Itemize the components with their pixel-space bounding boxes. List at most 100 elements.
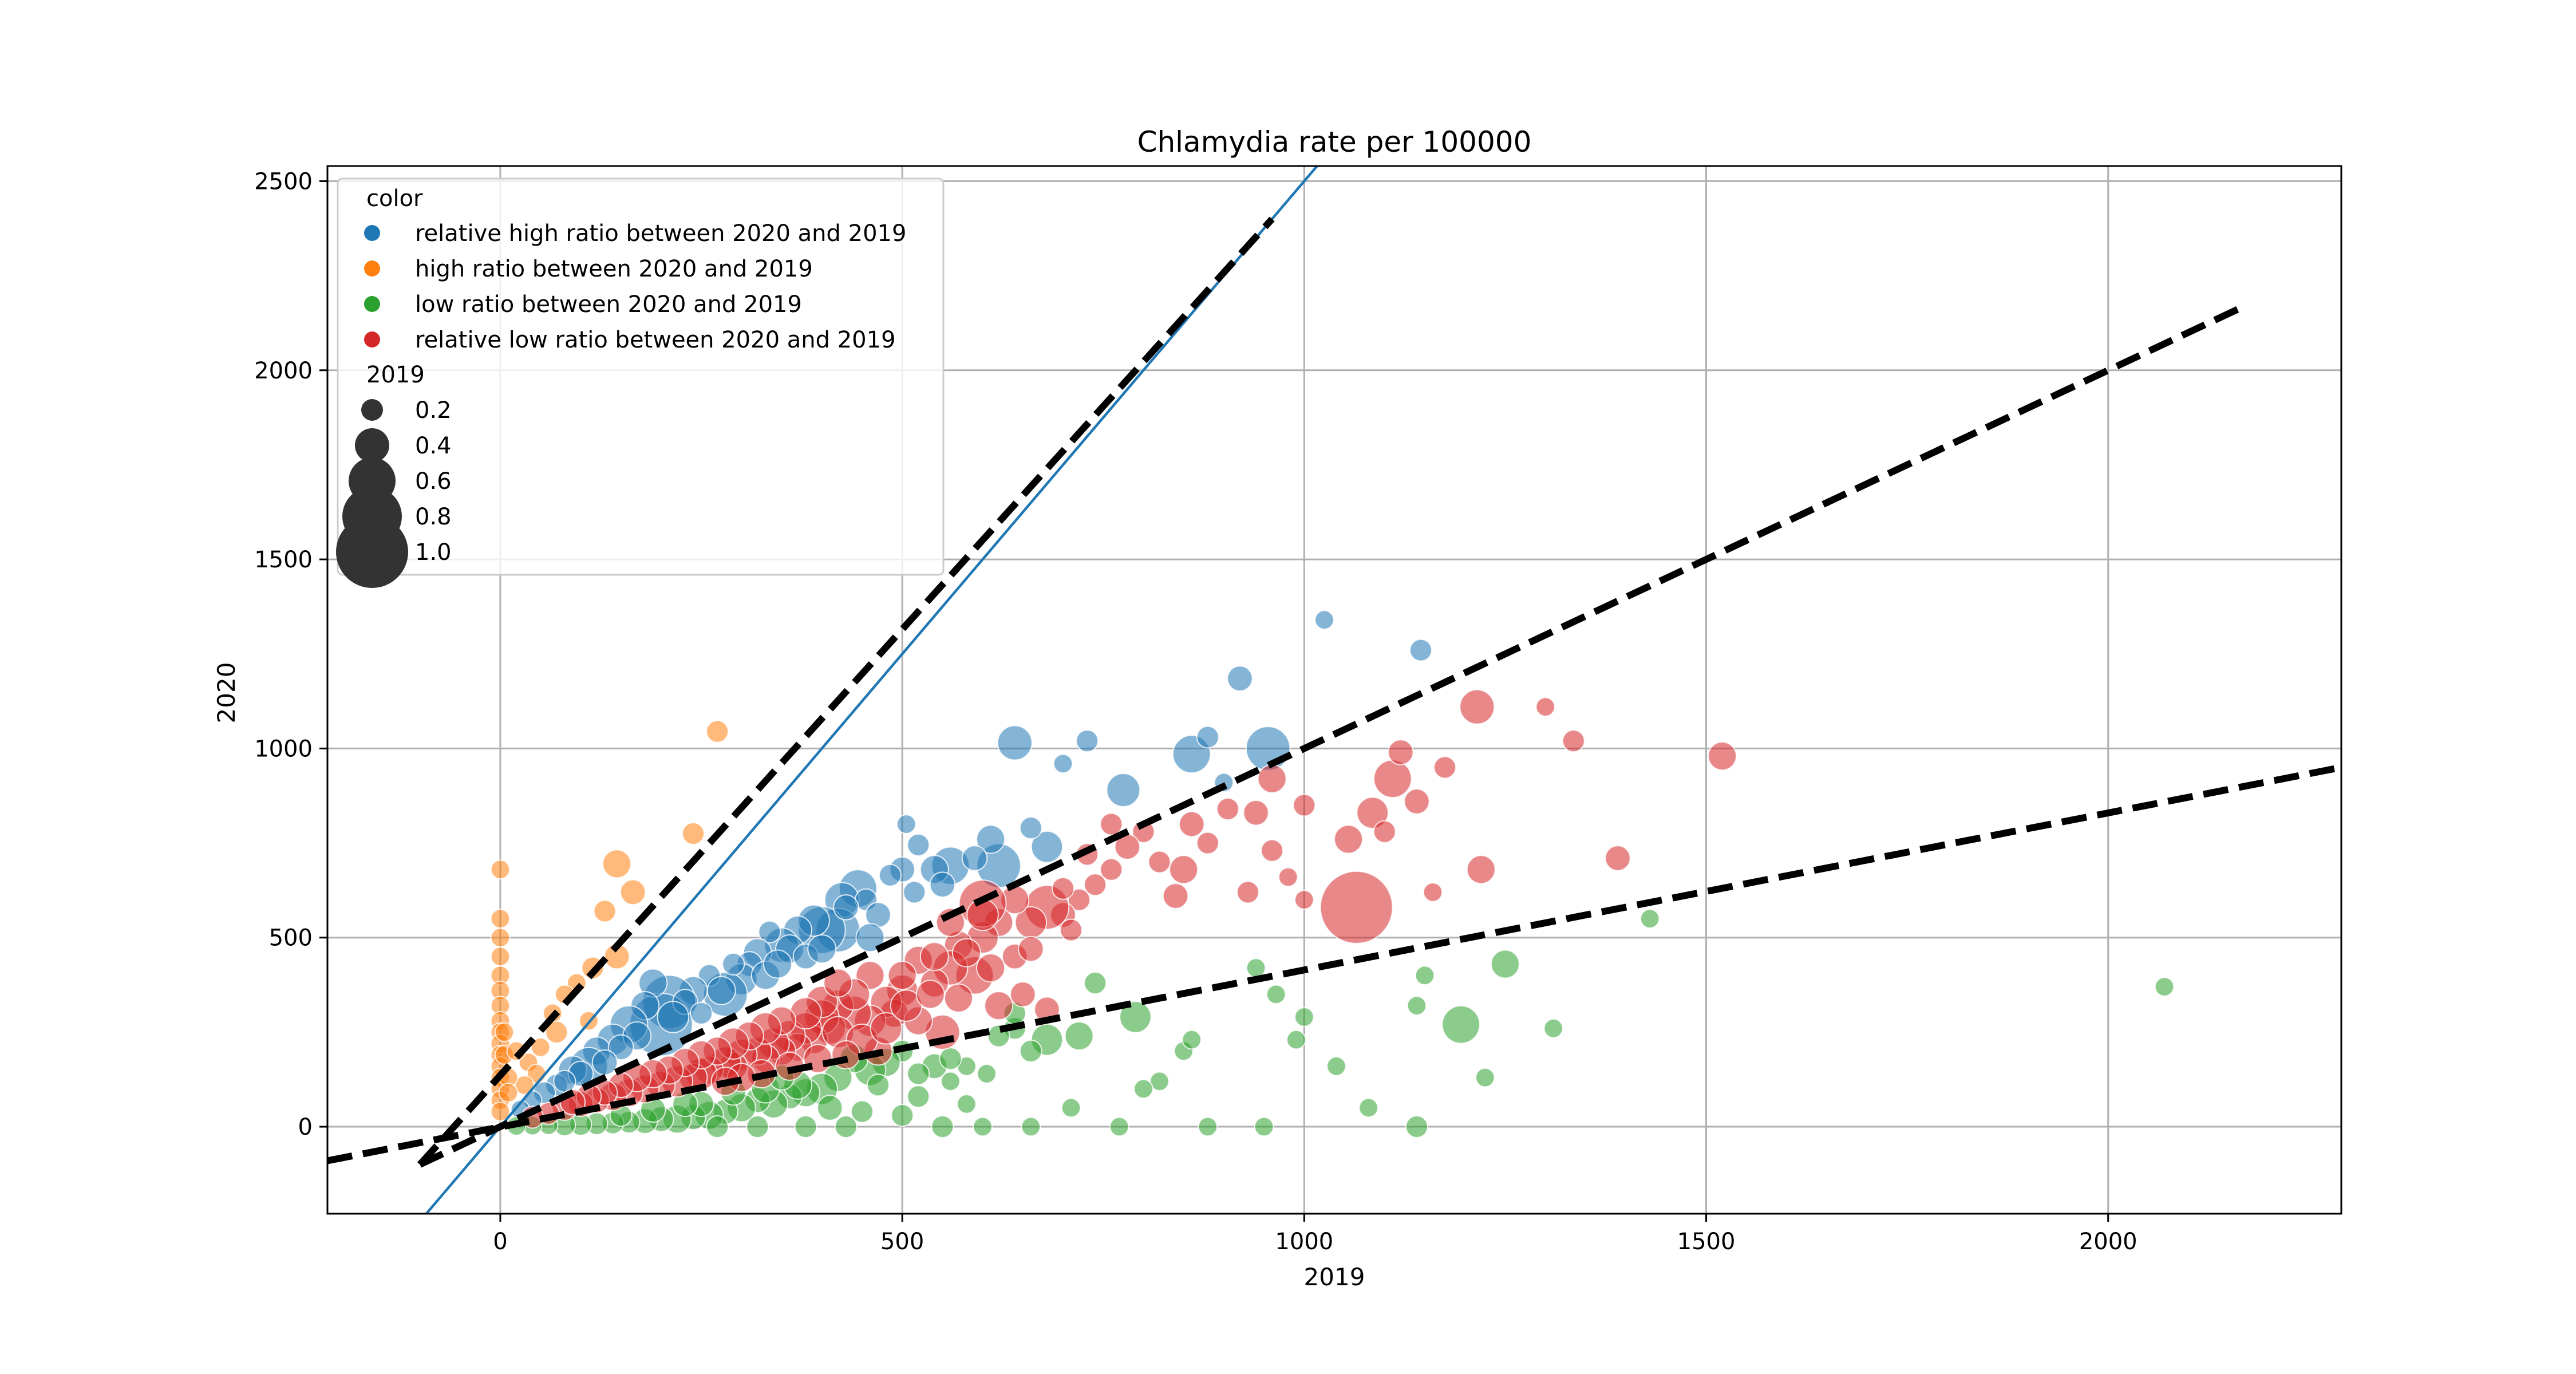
legend-color-label: relative low ratio between 2020 and 2019 [415,327,896,353]
data-point [490,946,511,967]
data-point [657,1001,690,1033]
data-point [891,1104,914,1127]
data-point [976,824,1006,854]
data-point [1423,882,1443,902]
data-point [1196,831,1219,855]
dashed-reference-line [417,216,1275,1167]
data-point [1053,753,1073,774]
data-point [929,871,956,898]
data-point [1064,1021,1094,1051]
data-point [1543,1018,1563,1039]
data-point [1286,1029,1306,1050]
data-point [762,949,792,979]
data-point [746,1115,769,1139]
data-point [1236,881,1260,904]
legend-frame [337,177,945,576]
identity-reference-line [424,166,1319,1214]
data-point [1535,697,1555,717]
chart-title: Chlamydia rate per 100000 [1137,125,1532,159]
data-point [1388,739,1414,765]
data-point [619,879,646,906]
data-point [1182,1029,1202,1050]
data-point [1639,909,1660,929]
data-point [951,938,981,968]
data-point [1278,867,1298,887]
data-point [816,1095,843,1121]
data-point [1326,1056,1346,1076]
data-point [1475,1067,1495,1088]
data-point [1319,870,1393,944]
data-point [1261,839,1284,862]
data-point [919,942,949,972]
legend-size-label: 0.4 [415,433,452,459]
data-point [545,1020,568,1044]
y-tick-label: 2500 [254,168,313,195]
data-point [591,1049,618,1076]
data-point [1441,1005,1480,1044]
legend-size-label: 0.8 [415,504,452,530]
x-tick-label: 1000 [1275,1229,1333,1255]
data-point [1246,958,1266,978]
legend-color-marker [364,331,380,348]
data-point [1119,1001,1152,1033]
data-point [957,1094,977,1114]
legend-size-title: 2019 [366,362,425,388]
data-point [1149,1071,1170,1092]
data-point [1466,855,1496,885]
legend-color-entries: relative high ratio between 2020 and 201… [364,220,906,353]
data-point [1294,890,1314,910]
data-point [1076,729,1099,753]
data-point [939,1047,962,1071]
data-point [1254,1116,1274,1137]
data-point [984,991,1014,1021]
data-point [1409,638,1432,662]
legend-color-marker [364,225,380,241]
data-point [1162,883,1189,909]
data-point [943,983,973,1013]
data-point [1405,1115,1428,1139]
data-point [2154,977,2175,997]
data-point [907,833,930,856]
legend-size-marker [361,399,383,421]
data-point [915,980,945,1009]
data-points [490,610,2175,1139]
data-point [1490,949,1520,979]
legend-size-marker [355,428,389,463]
data-point [706,976,736,1005]
data-point [1373,820,1396,843]
data-point [855,923,885,953]
data-point [1459,689,1495,725]
series-3 [506,909,2175,1139]
data-point [1052,876,1075,900]
data-point [1084,972,1107,995]
data-point [794,1115,817,1139]
data-point [490,1101,511,1122]
series-4 [521,689,1737,1129]
data-point [553,1069,576,1093]
y-tick-label: 2000 [254,358,313,384]
legend-color-label: low ratio between 2020 and 2019 [415,291,802,318]
data-point [1018,935,1044,962]
data-point [850,1100,874,1123]
plot-frame [326,165,2342,1215]
legend-color-marker [364,296,380,312]
data-point [1243,799,1269,826]
data-point [1021,1116,1041,1137]
data-point [879,863,902,887]
data-point [1019,816,1042,840]
data-point [1019,1039,1042,1063]
series-2 [490,720,729,1122]
data-point [903,881,926,904]
data-point [758,920,781,943]
data-point [690,1001,713,1025]
data-point [1030,830,1064,863]
data-point [1293,793,1316,817]
legend-size-label: 1.0 [415,539,452,566]
legend: color relative high ratio between 2020 a… [336,177,945,588]
data-point [807,934,837,964]
y-tick-label: 1500 [254,547,313,573]
y-axis-label: 2020 [212,662,240,724]
data-point [907,1085,930,1108]
data-point [833,894,859,921]
